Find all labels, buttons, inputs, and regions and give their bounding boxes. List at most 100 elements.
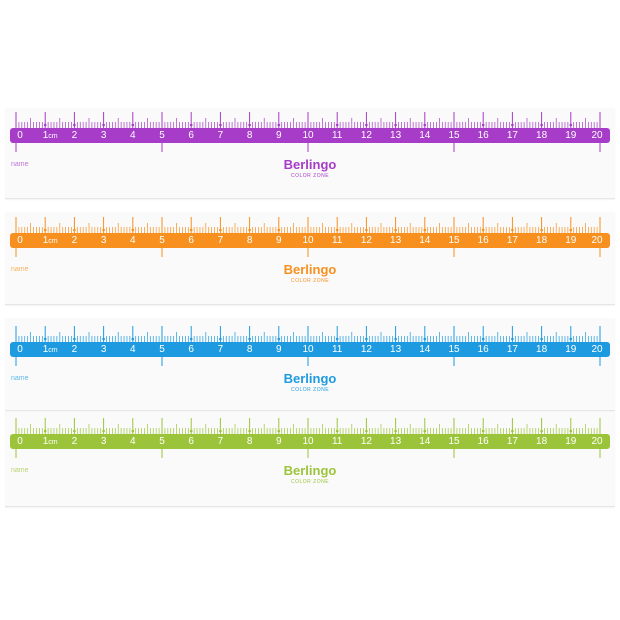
cm-dot <box>131 429 135 433</box>
scale-number: 19 <box>565 130 577 141</box>
cm-dot <box>189 228 193 232</box>
scale-number: 6 <box>188 235 194 246</box>
cm-dot <box>73 429 76 433</box>
cm-dot <box>511 429 514 433</box>
scale-number: 5 <box>159 344 165 355</box>
scale-number: 15 <box>448 344 460 355</box>
scale-number: 9 <box>276 436 282 447</box>
scale-number: 9 <box>276 235 282 246</box>
scale-number: 17 <box>506 436 518 447</box>
scale-number: 7 <box>217 130 224 141</box>
scale-number: 10 <box>302 344 314 355</box>
scale-number: 10 <box>302 436 314 447</box>
scale-number: 4 <box>130 436 136 447</box>
brand-subtitle: COLOR ZONE <box>290 173 330 179</box>
scale-number: 5 <box>159 130 165 141</box>
scale-number: 15 <box>448 130 460 141</box>
cm-dot <box>43 429 47 433</box>
cm-dot <box>511 337 514 341</box>
cm-dot <box>423 123 427 127</box>
color-band <box>10 342 610 357</box>
cm-dot <box>365 337 368 341</box>
scale-number: 20 <box>591 344 603 355</box>
unit-label: cm <box>48 133 58 140</box>
cm-dot <box>335 429 339 433</box>
brand-subtitle: COLOR ZONE <box>290 479 330 485</box>
cm-dot <box>511 123 514 127</box>
scale-number: 16 <box>477 130 489 141</box>
cm-dot <box>569 337 573 341</box>
cm-dot <box>219 228 222 232</box>
scale-number: 3 <box>100 344 107 355</box>
brand-logo: Berlingo <box>283 463 337 478</box>
scale-number: 1cm <box>43 233 58 249</box>
unit-label: cm <box>48 238 58 245</box>
scale-number: 18 <box>536 344 548 355</box>
brand-subtitle: COLOR ZONE <box>290 387 330 393</box>
scale-number: 14 <box>419 436 431 447</box>
name-label: name <box>11 161 29 168</box>
cm-dot <box>394 429 397 433</box>
ruler-2: 0 1cm 2 3 4 5 6 7 8 9 10 11 12 13 14 15 16 17 18 19 20 name Be… <box>5 212 615 305</box>
scale-number: 12 <box>360 130 372 141</box>
scale-number: 20 <box>591 235 603 246</box>
cm-dot <box>189 429 193 433</box>
cm-dot <box>248 337 251 341</box>
scale-number: 17 <box>506 344 518 355</box>
cm-dot <box>569 228 573 232</box>
scale-number: 4 <box>130 344 136 355</box>
cm-dot <box>423 228 427 232</box>
scale-number: 14 <box>419 344 431 355</box>
cm-dot <box>277 337 281 341</box>
brand-subtitle: COLOR ZONE <box>290 278 330 284</box>
scale-number: 1 <box>42 436 49 447</box>
cm-dot <box>365 228 368 232</box>
scale-number: 19 <box>565 436 577 447</box>
scale-number: 8 <box>246 130 253 141</box>
scale-number: 6 <box>188 344 194 355</box>
cm-dot <box>277 228 281 232</box>
ruler-1: 0 1cm 2 3 4 5 6 7 8 9 10 11 12 13 14 15 16 17 18 19 20 name Be… <box>5 108 615 199</box>
scale-number: 7 <box>217 235 224 246</box>
cm-dot <box>102 337 105 341</box>
scale-number: 0 <box>17 344 23 355</box>
cm-dot <box>481 429 485 433</box>
tick-marks <box>15 217 601 257</box>
scale-number: 11 <box>331 235 343 246</box>
cm-dot <box>511 228 514 232</box>
cm-dot <box>569 123 573 127</box>
scale-number: 20 <box>591 130 603 141</box>
cm-dot <box>43 123 47 127</box>
cm-dot <box>43 337 47 341</box>
scale-number: 19 <box>565 235 577 246</box>
color-band <box>10 434 610 449</box>
scale-number: 19 <box>565 344 577 355</box>
cm-dot <box>335 123 339 127</box>
scale-number: 12 <box>360 436 372 447</box>
scale-number: 18 <box>536 436 548 447</box>
scale-number: 4 <box>130 235 136 246</box>
scale-number: 16 <box>477 436 489 447</box>
cm-dot <box>335 228 339 232</box>
scale-number: 1cm <box>43 128 58 144</box>
cm-dot <box>394 337 397 341</box>
scale-number: 11 <box>331 344 343 355</box>
scale-number: 6 <box>188 436 194 447</box>
cm-dot <box>131 228 135 232</box>
scale-number: 8 <box>246 344 253 355</box>
scale-number: 12 <box>360 235 372 246</box>
cm-dot <box>481 123 485 127</box>
cm-dot <box>248 123 251 127</box>
scale-number: 9 <box>276 130 282 141</box>
cm-dot <box>540 337 543 341</box>
scale-number: 3 <box>100 235 107 246</box>
scale-number: 2 <box>71 235 78 246</box>
scale-number: 6 <box>188 130 194 141</box>
cm-dot <box>540 123 543 127</box>
scale-number: 16 <box>477 235 489 246</box>
cm-dot <box>248 429 251 433</box>
cm-dot <box>189 337 193 341</box>
scale-number: 7 <box>217 344 224 355</box>
cm-dot <box>481 337 485 341</box>
scale-number: 1cm <box>43 434 58 450</box>
